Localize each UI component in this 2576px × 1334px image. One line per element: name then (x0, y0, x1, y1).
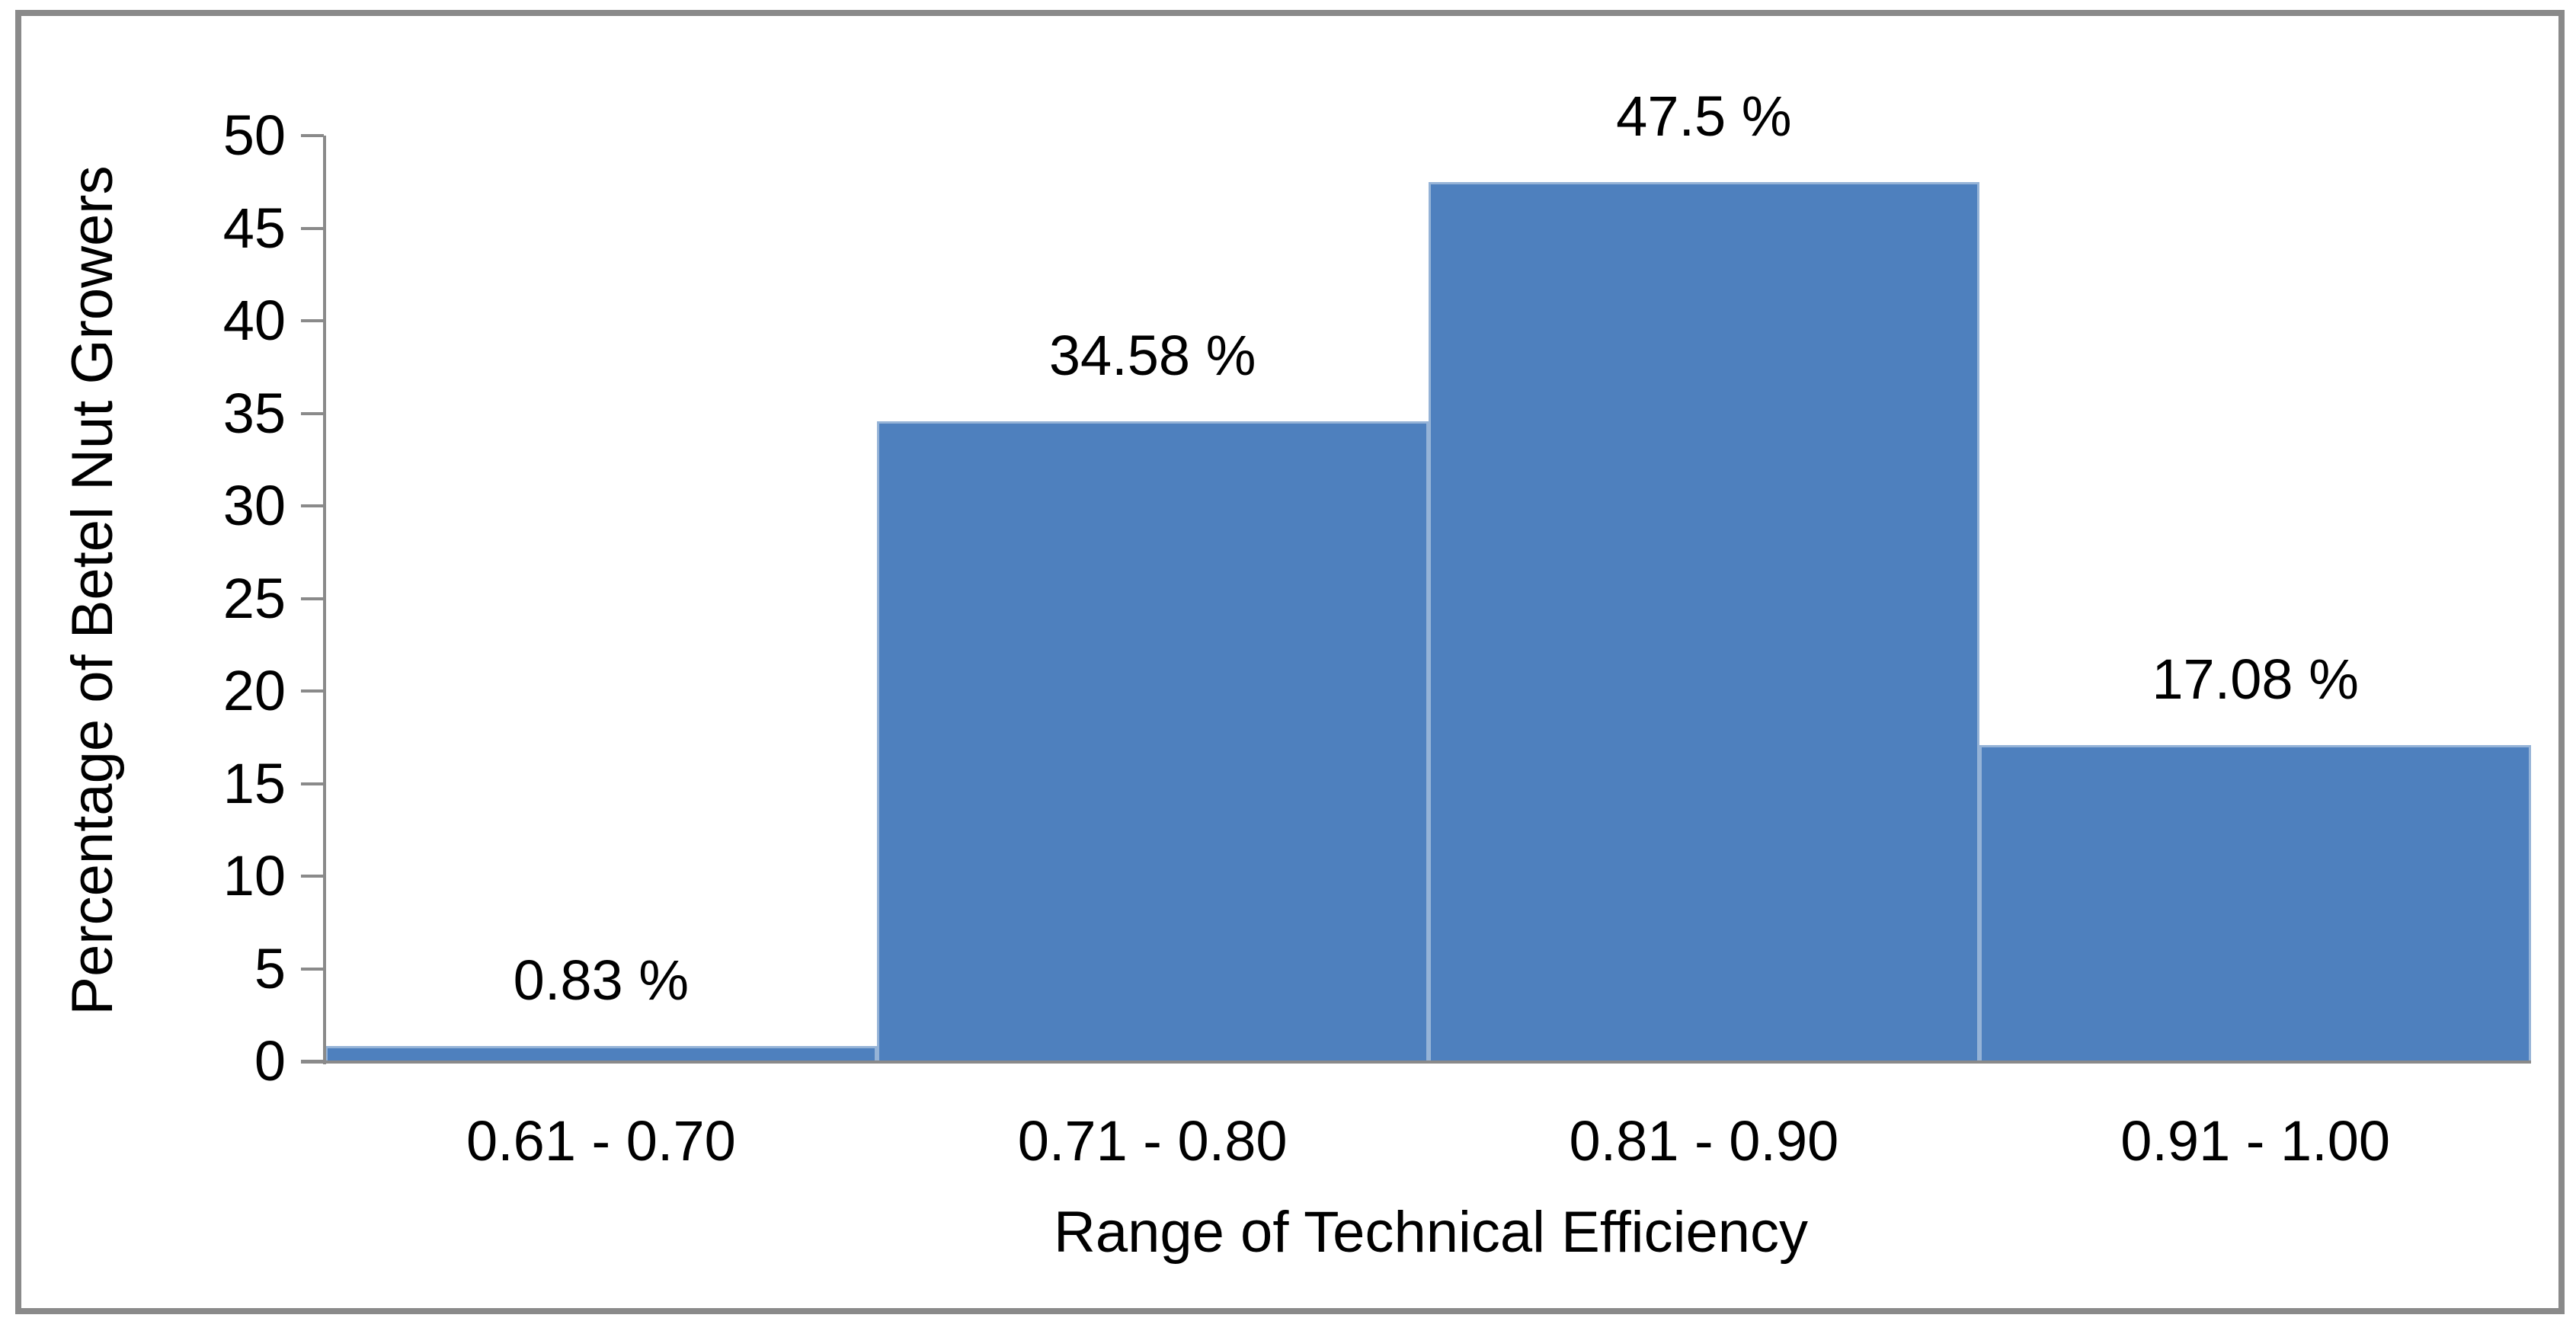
x-axis-line (301, 1060, 2531, 1064)
x-tick-label: 0.91 - 1.00 (2120, 1109, 2391, 1172)
y-tick-mark (301, 782, 324, 785)
y-tick-label: 15 (222, 751, 286, 815)
y-tick-label: 5 (254, 936, 286, 1000)
y-tick-mark (301, 504, 324, 507)
y-tick-mark (301, 967, 324, 971)
y-tick-mark (301, 411, 324, 415)
y-tick-mark (301, 1060, 324, 1063)
x-tick-label: 0.61 - 0.70 (466, 1109, 736, 1172)
bar (1428, 181, 1980, 1061)
y-tick-mark (301, 134, 324, 137)
y-tick-mark (301, 226, 324, 230)
y-axis-line (323, 136, 326, 1064)
y-tick-mark (301, 875, 324, 878)
y-tick-mark (301, 689, 324, 693)
bar-value-label: 47.5 % (1616, 84, 1792, 148)
y-tick-label: 20 (222, 659, 286, 722)
bar (1979, 744, 2531, 1061)
bar (876, 421, 1429, 1061)
chart-frame-border (15, 10, 2565, 1314)
x-tick-label: 0.71 - 0.80 (1017, 1109, 1288, 1172)
y-tick-label: 0 (254, 1029, 286, 1092)
x-tick-label: 0.81 - 0.90 (1569, 1109, 1839, 1172)
bar-value-label: 34.58 % (1048, 323, 1256, 387)
y-tick-label: 50 (222, 104, 286, 167)
x-axis-title: Range of Technical Efficiency (1053, 1200, 1808, 1265)
y-tick-label: 25 (222, 566, 286, 630)
y-tick-mark (301, 319, 324, 322)
bar (325, 1045, 877, 1061)
y-tick-label: 10 (222, 844, 286, 907)
bar-value-label: 0.83 % (513, 948, 690, 1012)
y-tick-mark (301, 597, 324, 600)
y-tick-label: 45 (222, 196, 286, 260)
y-tick-label: 35 (222, 381, 286, 445)
y-tick-label: 30 (222, 474, 286, 537)
y-tick-label: 40 (222, 289, 286, 352)
bar-value-label: 17.08 % (2152, 647, 2359, 711)
